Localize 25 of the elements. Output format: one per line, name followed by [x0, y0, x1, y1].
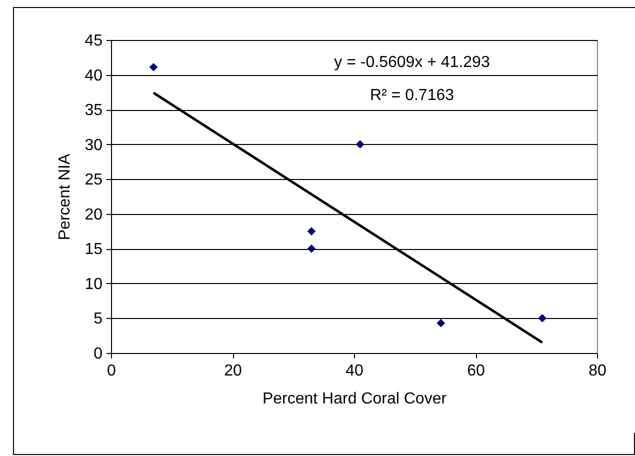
- y-tick-label: 45: [84, 32, 103, 50]
- y-tick-label: 20: [84, 206, 103, 224]
- point: [307, 244, 316, 253]
- y-tick-label: 35: [84, 102, 103, 120]
- y-tick-label: 5: [94, 310, 103, 328]
- point: [307, 227, 316, 236]
- point: [356, 140, 364, 149]
- y-tick-label: 25: [84, 172, 103, 189]
- annotation: R² = 0.7163: [370, 87, 454, 104]
- y-tick-label: 0: [94, 346, 103, 362]
- y-tick-label: 30: [84, 136, 103, 154]
- y-tick-label: 10: [84, 276, 103, 293]
- point: [538, 314, 547, 322]
- x-tick-label: 80: [588, 362, 606, 380]
- x-tick-label: 0: [107, 362, 116, 380]
- y-axis-title: Percent NIA: [56, 154, 74, 240]
- y-tick-label: 40: [84, 67, 103, 84]
- x-axis-title: Percent Hard Coral Cover: [262, 390, 448, 408]
- x-tick-label: 60: [467, 362, 485, 380]
- x-tick-label: 40: [346, 362, 364, 380]
- point: [149, 62, 158, 72]
- x-tick-label: 20: [224, 362, 242, 380]
- point: [436, 318, 446, 328]
- y-tick-label: 15: [84, 241, 103, 258]
- annotation: y = -0.5609x + 41.293: [334, 54, 490, 71]
